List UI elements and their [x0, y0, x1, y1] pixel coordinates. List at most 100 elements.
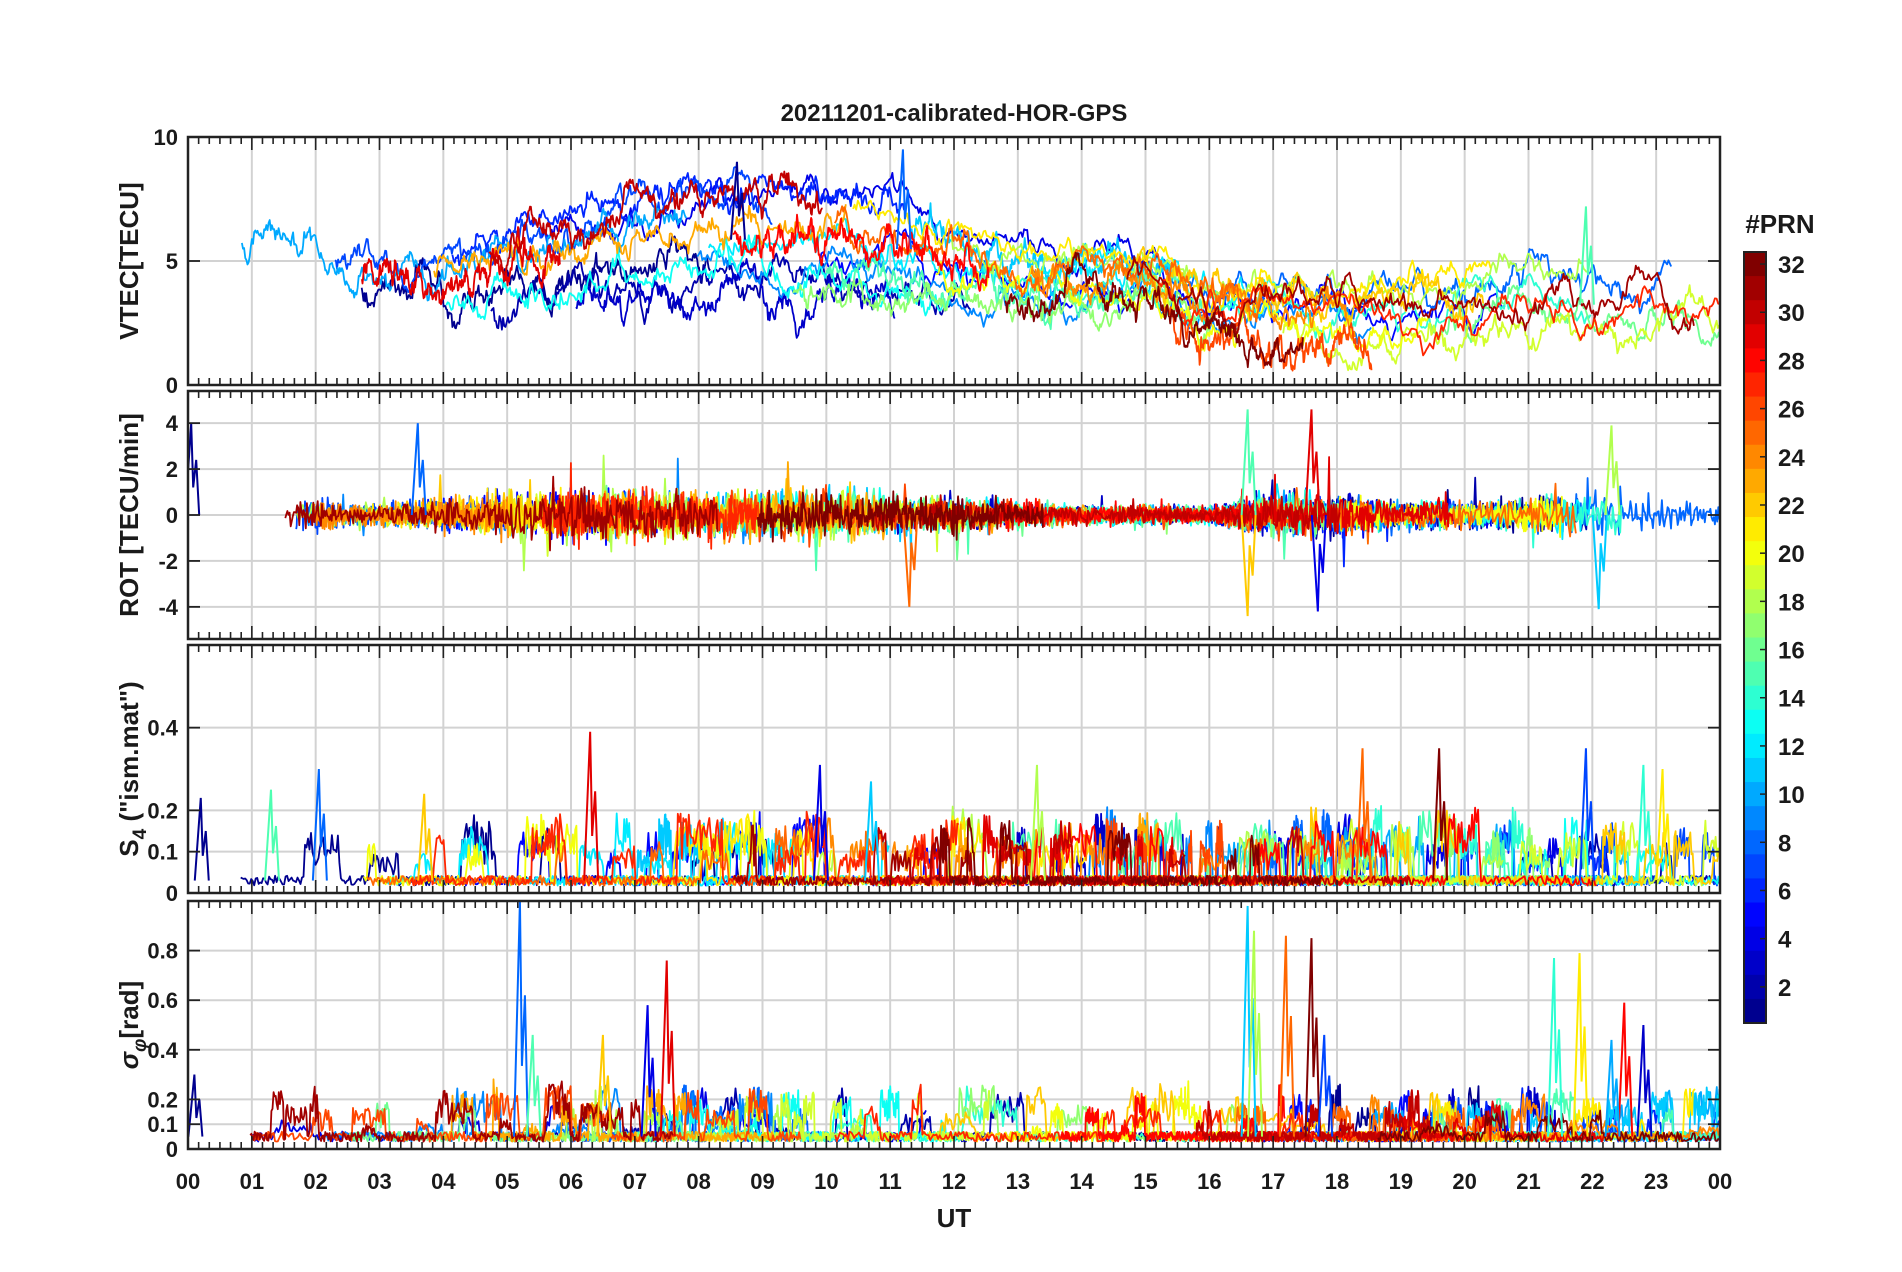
prn-30-line [488, 170, 823, 275]
prn-13-line [445, 234, 956, 321]
prn-31-line [249, 1080, 674, 1143]
colorbar-cell [1744, 974, 1766, 1000]
sigma-phi-y-label-main: σ [114, 1050, 144, 1069]
x-tick-label: 01 [240, 1169, 264, 1194]
x-tick-label: 06 [559, 1169, 583, 1194]
peak-mark [595, 1034, 612, 1137]
peak-mark [659, 960, 676, 1137]
peak-mark [1310, 514, 1327, 612]
s4-y-label-sub: 4 [130, 828, 151, 839]
prn-30-line [1195, 1089, 1440, 1143]
sigma-phi-y-label-sub: φ [130, 1039, 151, 1052]
y-tick-label: 10 [154, 125, 178, 150]
x-tick-label: 17 [1261, 1169, 1285, 1194]
rot-series [188, 409, 1720, 617]
colorbar-cell [1744, 806, 1766, 831]
y-tick-label: 0.6 [147, 988, 178, 1013]
x-tick-labels: 00 01 02 03 04 05 06 07 08 09 10 11 12 13 14 15 16 17 18 19… [176, 1169, 1732, 1194]
prn-23-line [433, 204, 847, 278]
x-tick-label: 21 [1516, 1169, 1540, 1194]
peak-mark [1547, 958, 1564, 1137]
prn-27-line [1157, 278, 1720, 357]
colorbar-cell [1744, 661, 1766, 687]
x-tick-label: 14 [1069, 1169, 1094, 1194]
prn-17-line [792, 274, 1212, 348]
peak-mark [729, 161, 746, 240]
y-tick-label: 5 [166, 249, 178, 274]
sigma-phi-y-tick-labels: 00.10.2 0.4 0.6 0.8 [147, 939, 178, 1162]
y-tick-label: 0.4 [147, 1038, 178, 1063]
peak-mark [1591, 514, 1608, 610]
peak-mark [193, 797, 210, 881]
colorbar-cell [1744, 541, 1766, 566]
sigma-phi-panel: 00.10.2 0.4 0.6 0.8 σφ[rad] [114, 899, 1722, 1162]
peak-mark [1240, 409, 1257, 516]
prn-32-line [935, 817, 1322, 887]
prn-1-line [360, 235, 711, 330]
peak-mark [1636, 1024, 1653, 1137]
peak-mark [1247, 930, 1264, 1137]
prn-31-line [732, 824, 1186, 887]
y-tick-label: -2 [158, 549, 178, 574]
prn-19-line [705, 1090, 991, 1143]
prn-32-line [1004, 251, 1304, 369]
prn-26-line [1162, 299, 1373, 372]
peak-mark [864, 781, 881, 881]
peak-mark [1578, 748, 1595, 881]
colorbar-cell [1744, 252, 1766, 277]
prn-32-line [756, 488, 1044, 543]
x-axis-label: UT [937, 1203, 972, 1233]
peak-mark [1278, 935, 1295, 1137]
colorbar-tick-label: 26 [1778, 397, 1805, 424]
prn-31-line [1126, 255, 1695, 336]
y-tick-label: 0 [166, 1137, 178, 1162]
colorbar-label: #PRN [1745, 209, 1814, 239]
prn-31-line [284, 475, 719, 552]
colorbar-tick-label: 2 [1778, 975, 1791, 1002]
peak-mark [525, 1034, 542, 1137]
sigma-phi-y-label: σφ[rad] [114, 981, 151, 1069]
s4-y-label-main: S [114, 839, 144, 856]
colorbar-tick-label: 30 [1778, 300, 1805, 327]
prn-20-line [935, 260, 1430, 353]
peak-mark [311, 768, 328, 881]
colorbar-cell [1744, 830, 1766, 855]
prn-19-line [1282, 284, 1720, 372]
colorbar-cell [1744, 324, 1766, 349]
colorbar-cell [1744, 565, 1766, 590]
x-tick-label: 04 [431, 1169, 456, 1194]
vtec-ticks [187, 136, 1721, 386]
prn-10-line [241, 202, 688, 302]
rot-panel: -4 -2 0 2 4 ROT [TECU/min] [114, 389, 1722, 641]
colorbar-frame [1743, 251, 1767, 1024]
y-tick-label: 0 [166, 373, 178, 398]
colorbar-tick-label: 4 [1778, 927, 1792, 954]
peak-mark [1604, 1039, 1621, 1137]
x-tick-label: 15 [1133, 1169, 1157, 1194]
prn-24-line [1030, 260, 1356, 340]
colorbar-cell [1744, 926, 1766, 952]
sigma-phi-ticks [187, 901, 1721, 1150]
rot-y-label: ROT [TECU/min] [114, 413, 144, 617]
colorbar-cell [1744, 613, 1766, 639]
colorbar-cell [1744, 637, 1766, 663]
s4-series [193, 731, 1720, 887]
colorbar-cell [1744, 396, 1766, 422]
x-tick-label: 02 [303, 1169, 327, 1194]
y-tick-label: 2 [166, 457, 178, 482]
prn-28-line [1060, 1083, 1286, 1143]
colorbar-cell [1744, 492, 1766, 518]
x-tick-label: 03 [367, 1169, 391, 1194]
colorbar-cell [1744, 468, 1766, 494]
colorbar-cell [1744, 998, 1766, 1024]
peak-mark [1240, 514, 1257, 617]
colorbar-tick-label: 18 [1778, 589, 1805, 616]
colorbar-tick-label: 6 [1778, 878, 1791, 905]
peak-mark [1029, 764, 1046, 881]
peak-mark [902, 514, 919, 607]
colorbar-cell [1744, 733, 1766, 759]
s4-y-label: S4 ("ism.mat") [114, 681, 151, 856]
colorbar-cell [1744, 685, 1766, 711]
